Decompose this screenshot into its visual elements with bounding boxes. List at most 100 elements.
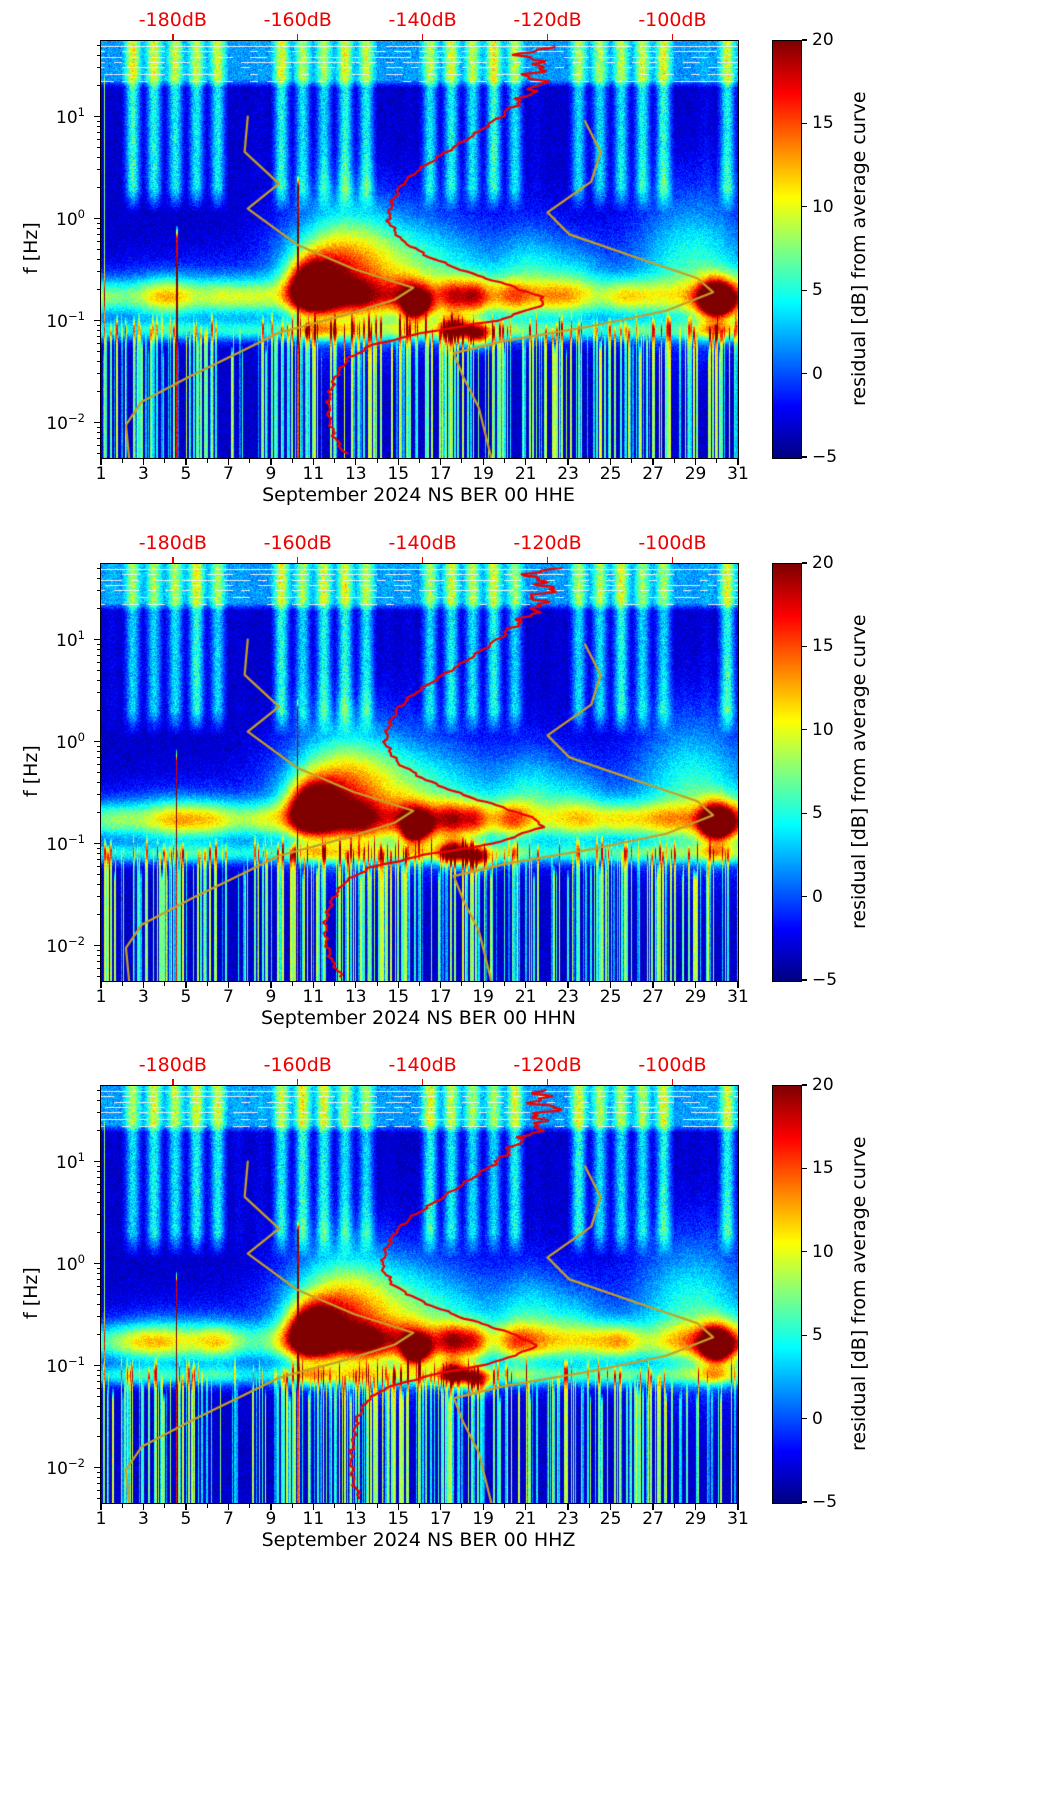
x-tick-label: 19 bbox=[472, 1509, 495, 1529]
y-minor-tick-mark bbox=[96, 1293, 101, 1295]
y-axis-ticks: 10−2 10−1 100 101 bbox=[1, 41, 93, 458]
y-minor-tick-mark bbox=[96, 756, 101, 758]
colorbar-tick-mark bbox=[802, 1334, 807, 1336]
y-minor-tick-mark bbox=[96, 873, 101, 875]
colorbar-tick-mark bbox=[802, 896, 807, 898]
y-minor-tick-mark bbox=[96, 258, 101, 260]
top-db-tick-label: -140dB bbox=[388, 9, 457, 31]
x-tick-label: 5 bbox=[180, 1509, 192, 1529]
colorbar-tick-mark bbox=[802, 206, 807, 208]
y-minor-tick-mark bbox=[96, 975, 101, 977]
y-minor-tick-mark bbox=[96, 54, 101, 56]
colorbar-label: residual [dB] from average curve bbox=[848, 91, 870, 406]
y-minor-tick-mark bbox=[96, 360, 101, 362]
y-tick-mark bbox=[94, 1262, 100, 1265]
y-minor-tick-mark bbox=[96, 679, 101, 681]
top-db-tick-label: -100dB bbox=[638, 532, 707, 554]
x-tick-label: 11 bbox=[302, 464, 325, 484]
x-tick-label: 27 bbox=[642, 987, 664, 1007]
colorbar-tick-mark bbox=[802, 39, 807, 41]
colorbar-tick-label: 10 bbox=[812, 196, 834, 217]
x-tick-label: 9 bbox=[265, 1509, 277, 1529]
plot-area: -180dB -160dB -140dB -120dB -100dB 1 3 5 7 9 11 13… bbox=[46, 9, 748, 484]
spectrogram-canvas bbox=[101, 1086, 738, 1503]
y-minor-tick-mark bbox=[96, 1232, 101, 1234]
y-minor-tick-mark bbox=[96, 271, 101, 273]
y-tick-mark bbox=[94, 1364, 100, 1367]
x-tick-label: 25 bbox=[599, 464, 622, 484]
x-tick-label: 9 bbox=[265, 987, 277, 1007]
x-tick-label: 11 bbox=[302, 987, 325, 1007]
x-tick-label: 27 bbox=[642, 464, 664, 484]
y-minor-tick-mark bbox=[96, 156, 101, 158]
colorbar: 20 15 10 5 0 −5 residual [dB] from average cu… bbox=[772, 1075, 932, 1512]
top-db-tick-label: -160dB bbox=[263, 9, 332, 31]
colorbar-tick-mark bbox=[802, 645, 807, 647]
x-tick-label: 29 bbox=[684, 464, 707, 484]
colorbar-tick-mark bbox=[802, 456, 807, 458]
x-tick-label: 13 bbox=[344, 1509, 367, 1529]
x-axis-title: September 2024 NS BER 00 HHE bbox=[262, 484, 575, 506]
x-tick-label: 25 bbox=[599, 987, 622, 1007]
x-axis-ticks: 1 3 5 7 9 11 13 15 17 19 21 23 25 27 29 31 bbox=[96, 1505, 749, 1529]
x-axis-title: September 2024 NS BER 00 HHZ bbox=[261, 1529, 576, 1551]
top-db-axis: -180dB -160dB -140dB -120dB -100dB bbox=[101, 7, 738, 35]
x-tick-label: 9 bbox=[265, 464, 277, 484]
colorbar-tick-mark bbox=[802, 812, 807, 814]
y-minor-tick-mark bbox=[96, 781, 101, 783]
y-minor-tick-mark bbox=[96, 1191, 101, 1193]
y-tick-mark bbox=[94, 944, 100, 947]
x-tick-label: 25 bbox=[599, 1509, 622, 1529]
top-db-tick-label: -100dB bbox=[638, 1054, 707, 1076]
y-minor-tick-mark bbox=[96, 329, 101, 331]
y-tick-label: 10−2 bbox=[46, 410, 85, 434]
colorbar-tick-label: 15 bbox=[812, 113, 834, 134]
top-db-tick-label: -120dB bbox=[513, 1054, 582, 1076]
y-minor-tick-mark bbox=[96, 914, 101, 916]
y-minor-tick-mark bbox=[96, 1369, 101, 1371]
colorbar-label: residual [dB] from average curve bbox=[848, 614, 870, 929]
top-db-tick-label: -180dB bbox=[138, 1054, 207, 1076]
y-minor-tick-mark bbox=[96, 643, 101, 645]
colorbar-tick-mark bbox=[802, 979, 807, 981]
top-db-tick-label: -140dB bbox=[388, 532, 457, 554]
colorbar-gradient bbox=[772, 40, 802, 459]
y-tick-mark bbox=[94, 638, 100, 641]
y-minor-tick-mark bbox=[96, 169, 101, 171]
y-minor-tick-mark bbox=[96, 1272, 101, 1274]
colorbar-tick-mark bbox=[802, 1251, 807, 1253]
x-tick-label: 1 bbox=[95, 464, 107, 484]
x-tick-label: 1 bbox=[95, 987, 107, 1007]
y-minor-tick-mark bbox=[96, 865, 101, 867]
colorbar-tick-mark bbox=[802, 122, 807, 124]
y-minor-tick-mark bbox=[96, 1405, 101, 1407]
top-db-tick-label: -160dB bbox=[263, 532, 332, 554]
top-db-tick-label: -120dB bbox=[513, 532, 582, 554]
y-minor-tick-mark bbox=[96, 1316, 101, 1318]
x-tick-label: 29 bbox=[684, 987, 707, 1007]
y-tick-mark bbox=[94, 740, 100, 743]
x-tick-label: 17 bbox=[429, 987, 452, 1007]
x-tick-label: 19 bbox=[472, 987, 495, 1007]
y-minor-tick-mark bbox=[96, 1099, 101, 1101]
y-minor-tick-mark bbox=[96, 227, 101, 229]
y-minor-tick-mark bbox=[96, 1418, 101, 1420]
y-minor-tick-mark bbox=[96, 138, 101, 140]
colorbar-tick-label: −5 bbox=[812, 447, 838, 467]
colorbar-tick-label: 15 bbox=[812, 636, 834, 657]
x-tick-label: 3 bbox=[138, 1509, 149, 1529]
y-tick-mark bbox=[94, 421, 100, 424]
y-minor-tick-mark bbox=[96, 1214, 101, 1216]
y-minor-tick-mark bbox=[96, 1489, 101, 1491]
colorbar-tick-label: 20 bbox=[812, 1075, 834, 1095]
top-db-tick-label: -180dB bbox=[138, 9, 207, 31]
y-minor-tick-mark bbox=[96, 1170, 101, 1172]
y-minor-tick-mark bbox=[96, 949, 101, 951]
colorbar-tick-label: 5 bbox=[812, 803, 823, 824]
y-minor-tick-mark bbox=[96, 567, 101, 569]
x-axis-ticks: 1 3 5 7 9 11 13 15 17 19 21 23 25 27 29 31 bbox=[96, 460, 749, 484]
x-tick-label: 11 bbox=[302, 1509, 325, 1529]
x-tick-label: 3 bbox=[138, 464, 149, 484]
colorbar-tick-label: 10 bbox=[812, 719, 834, 740]
y-tick-label: 100 bbox=[56, 206, 85, 230]
